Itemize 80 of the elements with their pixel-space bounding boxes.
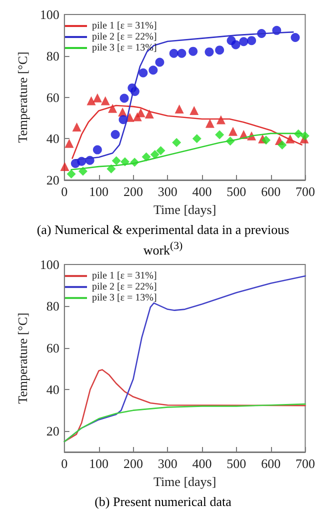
x-tick-label: 200 — [123, 456, 143, 472]
point — [66, 170, 76, 178]
point — [215, 46, 224, 55]
legend-label: pile 3 [ε = 13%] — [92, 292, 157, 304]
point — [112, 156, 121, 166]
point — [190, 106, 199, 115]
y-tick-label: 20 — [46, 424, 60, 439]
y-axis-title: Temperature [°C] — [15, 52, 30, 143]
x-axis-title: Time [days] — [153, 202, 216, 217]
x-tick-label: 500 — [226, 184, 246, 199]
point — [148, 66, 158, 75]
point — [215, 130, 224, 140]
x-tick-label: 200 — [123, 184, 143, 199]
line-series — [64, 404, 306, 443]
point — [290, 32, 300, 42]
point — [174, 104, 184, 114]
x-tick-label: 300 — [158, 456, 178, 472]
point — [138, 68, 148, 78]
point — [228, 126, 238, 136]
point — [150, 150, 160, 160]
x-tick-label: 100 — [89, 456, 109, 472]
point — [169, 48, 178, 58]
y-tick-label: 80 — [46, 298, 60, 314]
point — [60, 162, 70, 172]
point — [177, 48, 186, 58]
x-tick-label: 0 — [61, 184, 68, 199]
y-tick-label: 40 — [46, 382, 60, 398]
x-tick-label: 700 — [296, 456, 315, 472]
point — [172, 138, 182, 148]
point — [262, 136, 271, 145]
point — [110, 130, 120, 139]
point — [156, 146, 166, 156]
point — [188, 46, 198, 56]
y-tick-label: 20 — [46, 172, 60, 188]
point — [247, 36, 256, 46]
text: (a) Numerical & experimental data in a previous work$^{(3)}$ — [36, 222, 290, 258]
legend-label: pile 2 [ε = 22%] — [92, 282, 157, 293]
y-axis-title: Temperature [°C] — [15, 312, 30, 404]
point — [205, 118, 214, 128]
y-tick-label: 60 — [46, 90, 60, 105]
point — [300, 131, 310, 140]
x-tick-label: 100 — [89, 184, 109, 199]
point — [142, 152, 151, 162]
x-tick-label: 400 — [192, 456, 212, 472]
point — [136, 108, 146, 118]
y-tick-label: 60 — [46, 340, 60, 356]
y-tick-label: 80 — [46, 48, 60, 64]
point — [239, 37, 248, 46]
x-tick-label: 600 — [261, 184, 281, 199]
text: (b) Present numerical data — [94, 494, 232, 510]
x-tick-label: 400 — [192, 184, 212, 199]
point — [231, 40, 240, 50]
point — [216, 115, 226, 124]
point — [192, 134, 202, 144]
point — [100, 96, 110, 106]
point — [108, 104, 118, 113]
x-tick-label: 700 — [296, 184, 315, 199]
point — [106, 164, 116, 174]
x-tick-label: 500 — [226, 456, 246, 472]
legend-label: pile 1 [ε = 31%] — [92, 20, 157, 32]
point — [64, 138, 74, 148]
point — [144, 110, 154, 119]
x-tick-label: 600 — [261, 456, 281, 472]
line-series — [64, 369, 306, 443]
point — [92, 93, 102, 102]
point — [72, 122, 82, 132]
x-axis-title: Time [days] — [153, 474, 216, 490]
y-tick-label: 40 — [46, 131, 60, 146]
point — [278, 140, 287, 150]
y-tick-label: 100 — [40, 257, 60, 272]
x-tick-label: 300 — [158, 184, 178, 199]
point — [120, 94, 129, 103]
point — [92, 145, 102, 154]
legend-label: pile 2 [ε = 22%] — [92, 32, 157, 42]
point — [155, 58, 164, 67]
point — [86, 96, 96, 106]
legend-label: pile 1 [ε = 31%] — [92, 270, 157, 282]
point — [204, 47, 214, 56]
x-tick-label: 0 — [61, 456, 68, 472]
y-tick-label: 100 — [40, 7, 60, 22]
